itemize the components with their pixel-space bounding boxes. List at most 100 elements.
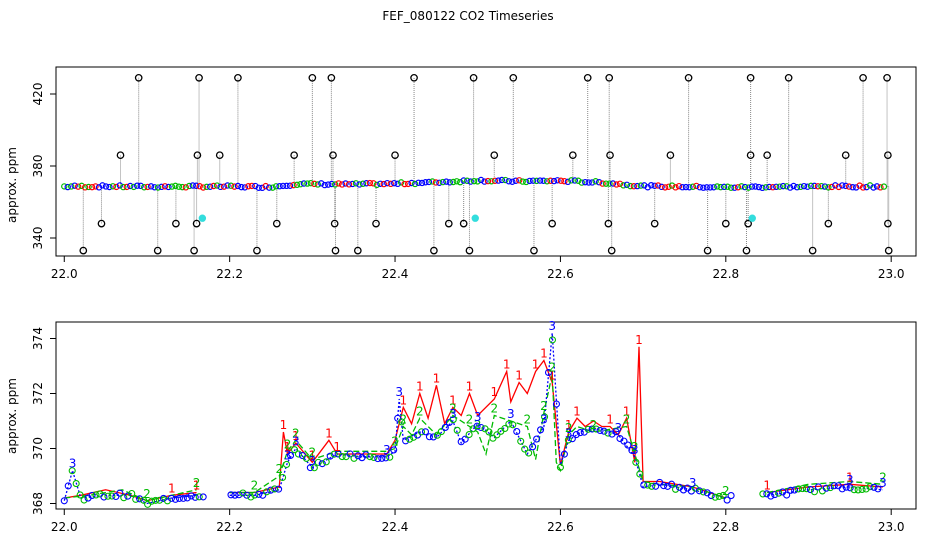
bottom-baseline-point — [402, 437, 410, 445]
bottom-baseline-point — [195, 493, 203, 501]
top-baseline-point — [269, 184, 276, 191]
top-outlier-point — [583, 73, 592, 82]
top-baseline-point — [654, 182, 662, 189]
top-baseline-point — [852, 184, 860, 191]
bottom-baseline-point — [664, 482, 672, 490]
top-cyan-point — [198, 214, 207, 222]
bottom-baseline-point — [854, 486, 862, 494]
top-baseline-point — [488, 178, 495, 185]
top-outlier-point — [742, 246, 751, 255]
top-baseline-point — [387, 180, 394, 188]
top-baseline-point — [498, 176, 506, 184]
top-outlier-point — [79, 246, 88, 255]
top-baseline-point — [234, 182, 242, 190]
top-baseline-point — [526, 177, 533, 185]
top-baseline-point — [137, 182, 144, 190]
bottom-baseline-point — [136, 495, 144, 503]
top-baseline-point — [724, 183, 731, 190]
top-outlier-point — [604, 219, 613, 228]
series-3-point-label: 3 — [292, 435, 300, 449]
bottom-baseline-point — [604, 429, 612, 437]
top-outlier-point — [459, 219, 468, 228]
series-1-point-label: 1 — [416, 380, 424, 394]
bottom-baseline-point — [640, 481, 648, 489]
bottom-x-tick-label: 23.0 — [878, 520, 905, 534]
bottom-baseline-point — [552, 400, 561, 408]
top-outlier-point — [605, 73, 614, 82]
bottom-baseline-point — [108, 492, 116, 500]
bottom-baseline-point — [572, 431, 580, 439]
bottom-baseline-point — [644, 481, 652, 489]
top-baseline-point — [519, 178, 526, 185]
top-baseline-point — [502, 176, 509, 184]
bottom-baseline-point — [576, 429, 584, 437]
top-baseline-point — [738, 183, 745, 190]
bottom-baseline-point — [767, 492, 775, 500]
top-outlier-point — [327, 73, 336, 82]
bottom-baseline-point — [529, 443, 537, 451]
bottom-baseline-point — [362, 451, 370, 459]
top-baseline-point — [561, 177, 568, 185]
bottom-baseline-point — [473, 422, 481, 430]
bottom-baseline-point — [72, 480, 80, 488]
top-baseline-point — [293, 181, 301, 189]
top-baseline-point — [783, 183, 790, 190]
bottom-baseline-point — [310, 464, 318, 472]
top-baseline-point — [127, 182, 134, 190]
top-outlier-point — [195, 73, 203, 82]
series-1-point-label: 1 — [449, 393, 457, 407]
bottom-baseline-point — [620, 437, 628, 445]
top-baseline-point — [304, 180, 311, 187]
bottom-baseline-point — [525, 449, 533, 457]
top-baseline-point — [484, 177, 492, 185]
top-baseline-point — [634, 182, 641, 190]
series-2-point-label: 2 — [722, 484, 730, 498]
top-baseline-point — [227, 182, 235, 189]
bottom-y-tick-label: 370 — [31, 437, 45, 460]
top-baseline-point — [557, 177, 565, 184]
top-baseline-point — [873, 183, 881, 190]
bottom-baseline-point — [354, 452, 362, 460]
bottom-baseline-point — [263, 488, 271, 496]
bottom-baseline-point — [116, 489, 124, 497]
series-1-point-label: 1 — [548, 369, 556, 383]
top-outlier-point — [884, 246, 893, 255]
top-baseline-point — [599, 180, 606, 187]
top-baseline-point — [582, 178, 589, 186]
top-y-tick-label: 340 — [31, 227, 45, 250]
top-baseline-point — [193, 182, 200, 189]
top-baseline-point — [651, 182, 658, 189]
top-baseline-point — [203, 183, 210, 191]
bottom-baseline-point — [282, 460, 291, 469]
top-cyan-point — [748, 214, 756, 222]
top-baseline-point — [71, 182, 78, 189]
bottom-baseline-point — [227, 491, 235, 499]
top-baseline-point — [106, 183, 113, 191]
top-baseline-point — [613, 181, 620, 188]
bottom-baseline-point — [251, 491, 259, 499]
top-outlier-point — [746, 151, 755, 160]
top-baseline-point — [345, 181, 353, 188]
series-2-point-label: 2 — [416, 404, 424, 418]
bottom-baseline-point — [838, 485, 846, 493]
top-baseline-point — [491, 177, 499, 184]
top-baseline-point — [140, 184, 148, 191]
bottom-baseline-point — [588, 425, 596, 433]
top-baseline-point — [147, 183, 155, 190]
series-1-point-label: 1 — [433, 371, 441, 385]
bottom-x-tick-label: 22.0 — [51, 520, 78, 534]
bottom-baseline-point — [144, 500, 152, 508]
top-outlier-point — [331, 246, 340, 255]
top-dropline-layer — [82, 77, 890, 251]
bottom-baseline-point — [155, 496, 164, 504]
top-baseline-point — [540, 177, 547, 184]
bottom-baseline-point — [668, 480, 676, 488]
bottom-baseline-point — [187, 492, 195, 500]
top-baseline-point — [453, 178, 460, 185]
bottom-baseline-point — [417, 428, 426, 436]
top-baseline-point — [804, 183, 811, 190]
series-3-point-label: 3 — [879, 476, 887, 490]
top-baseline-point — [411, 180, 419, 188]
